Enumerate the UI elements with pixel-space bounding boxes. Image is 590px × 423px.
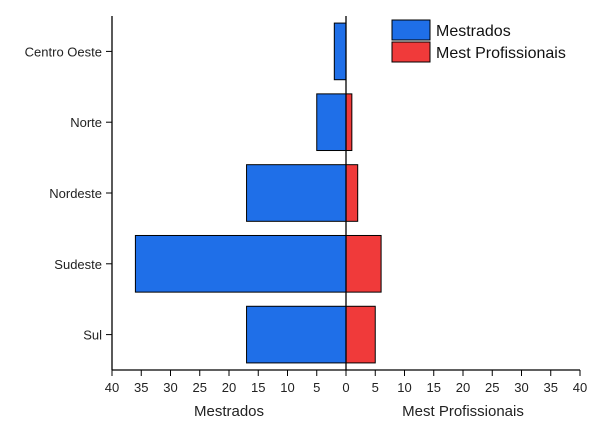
x-tick-label: 35 [544,380,558,395]
x-tick-label: 15 [427,380,441,395]
category-label: Sudeste [54,257,102,272]
bar-mest-profissionais-norte [345,93,353,152]
x-tick-label: 40 [573,380,587,395]
x-tick-label: 5 [313,380,320,395]
bar-mest-profissionais-sudeste [345,234,382,293]
bar-mestrados-sudeste [134,234,347,293]
legend-label: Mest Profissionais [436,45,566,62]
legend-swatch [391,19,431,41]
x-tick-label: 20 [456,380,470,395]
legend-swatch [391,41,431,63]
x-tick-label: 10 [397,380,411,395]
category-label: Norte [70,115,102,130]
category-label: Centro Oeste [25,44,102,59]
bar-mestrados-centro-oeste [333,22,347,81]
x-tick-label: 20 [222,380,236,395]
x-tick-label: 25 [193,380,207,395]
x-tick-label: 35 [134,380,148,395]
x-tick-label: 40 [105,380,119,395]
legend-label: Mestrados [436,23,511,40]
x-tick-label: 25 [485,380,499,395]
bar-mestrados-sul [246,305,347,364]
bar-mest-profissionais-nordeste [345,164,359,222]
x-tick-label: 10 [280,380,294,395]
bar-mestrados-nordeste [246,164,347,222]
category-label: Nordeste [49,186,102,201]
bar-mestrados-norte [316,93,347,152]
x-tick-label: 15 [251,380,265,395]
x-tick-label: 5 [372,380,379,395]
x-axis-title-left: Mestrados [194,403,264,420]
bar-mest-profissionais-sul [345,305,376,364]
x-axis-title-right: Mest Profissionais [402,403,524,420]
x-tick-label: 0 [342,380,349,395]
x-tick-label: 30 [163,380,177,395]
category-label: Sul [83,328,102,343]
x-tick-label: 30 [514,380,528,395]
